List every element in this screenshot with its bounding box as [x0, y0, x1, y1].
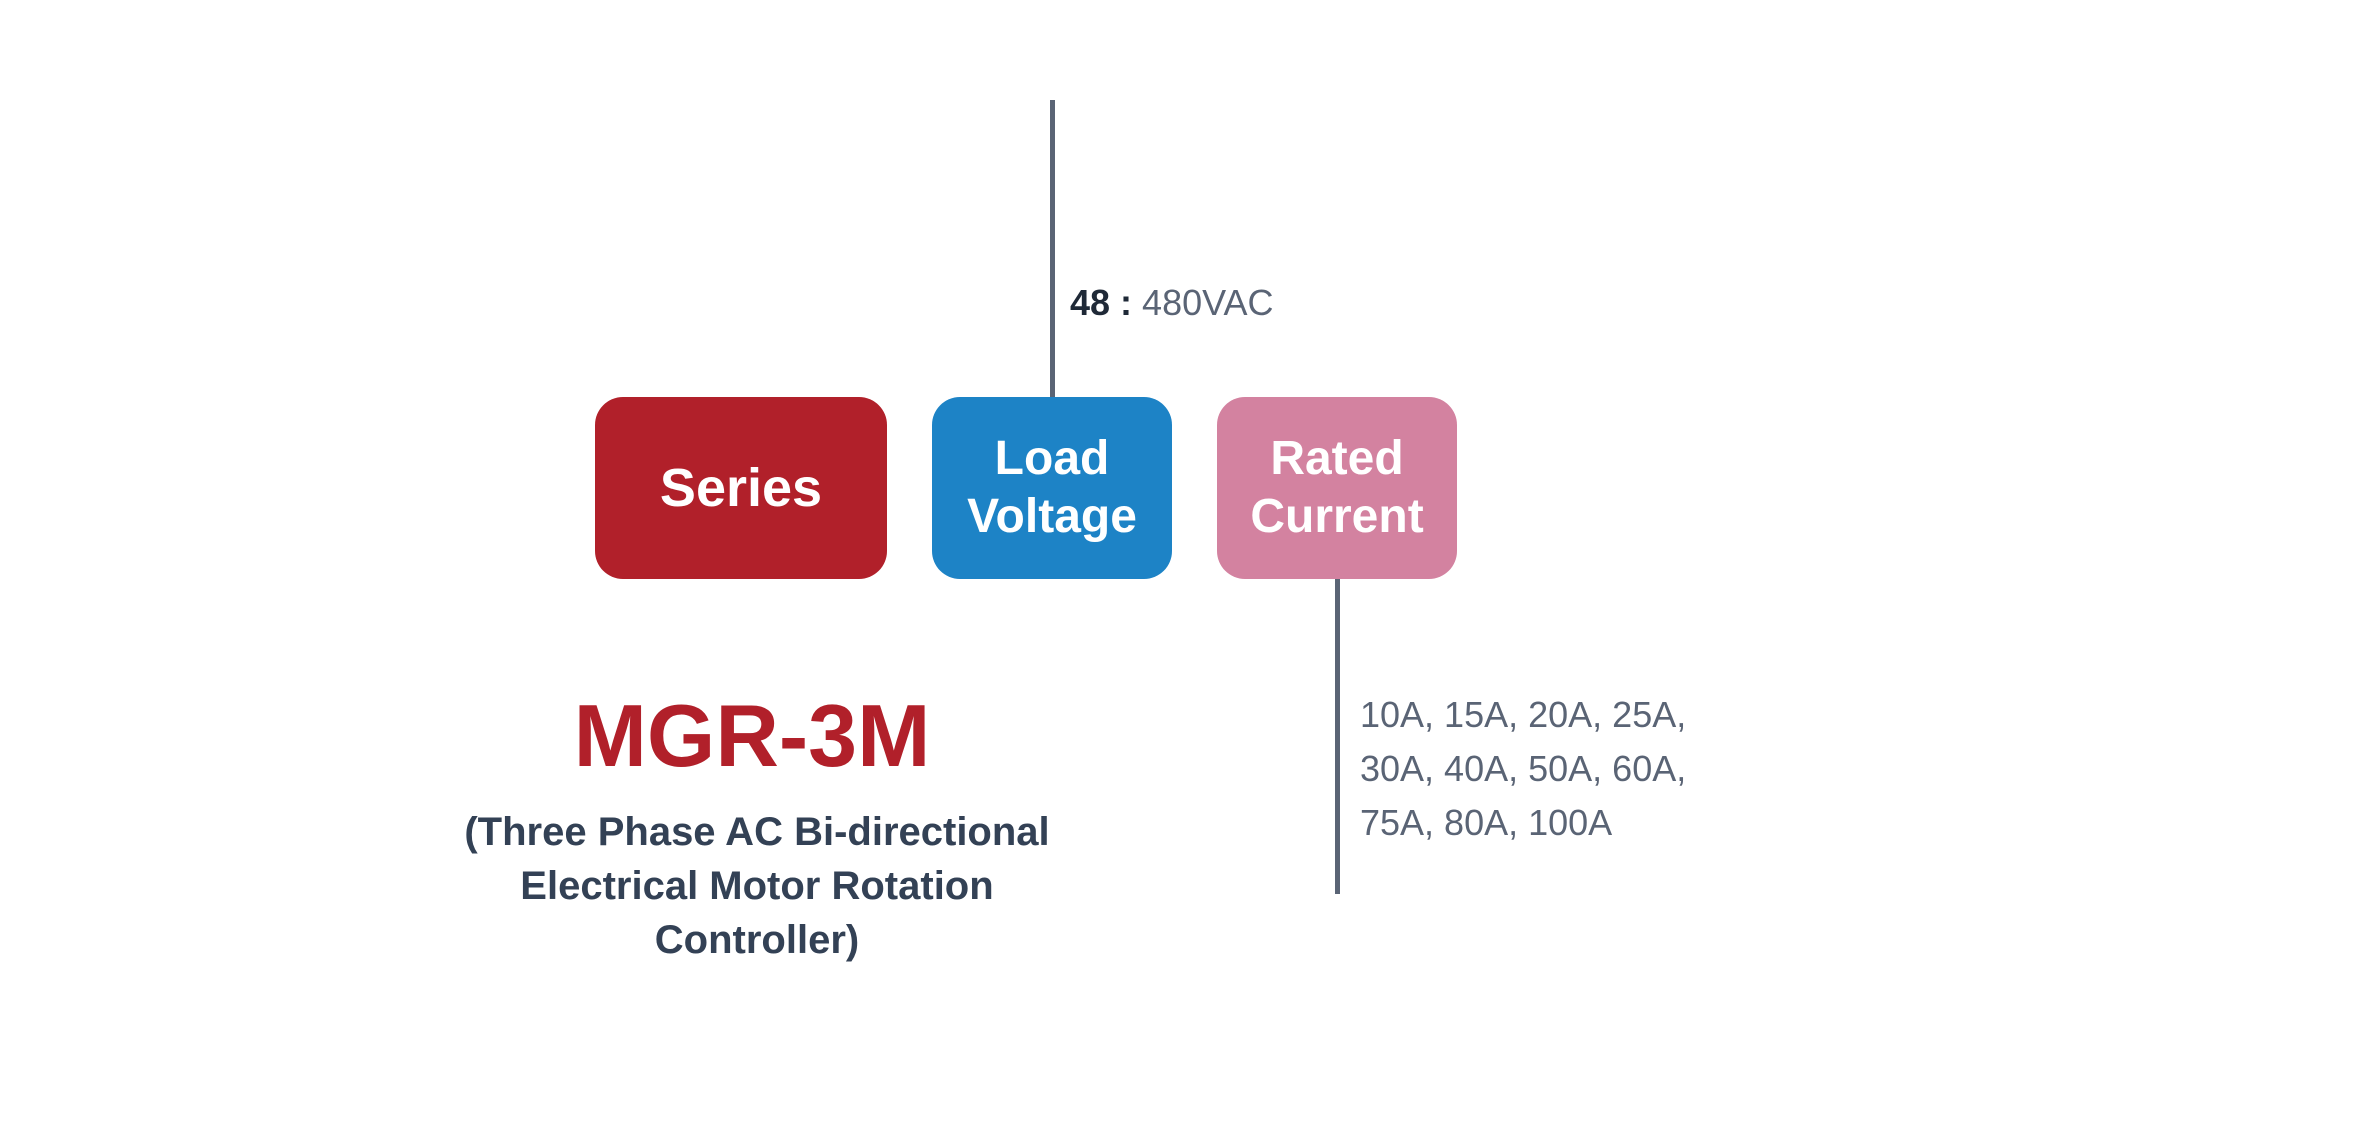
series-subtitle-line2: Electrical Motor Rotation: [447, 859, 1067, 913]
series-model-title: MGR-3M: [537, 685, 967, 787]
current-list-line3: 75A, 80A, 100A: [1360, 796, 1686, 850]
current-connector-line: [1335, 579, 1340, 894]
current-list-line2: 30A, 40A, 50A, 60A,: [1360, 742, 1686, 796]
voltage-box-label-line2: Voltage: [967, 488, 1137, 546]
series-box-label: Series: [660, 456, 822, 521]
voltage-separator: :: [1110, 282, 1142, 323]
current-box-label-line1: Rated: [1250, 430, 1423, 488]
series-subtitle-line1: (Three Phase AC Bi-directional: [447, 805, 1067, 859]
series-model-subtitle: (Three Phase AC Bi-directional Electrica…: [447, 805, 1067, 967]
series-box: Series: [595, 397, 887, 579]
current-box: Rated Current: [1217, 397, 1457, 579]
product-code-diagram: 48 : 480VAC Series Load Voltage Rated Cu…: [0, 0, 2370, 1135]
voltage-code: 48: [1070, 282, 1110, 323]
current-list-line1: 10A, 15A, 20A, 25A,: [1360, 688, 1686, 742]
voltage-box-label-line1: Load: [967, 430, 1137, 488]
current-values-list: 10A, 15A, 20A, 25A, 30A, 40A, 50A, 60A, …: [1360, 688, 1686, 850]
current-box-label-line2: Current: [1250, 488, 1423, 546]
voltage-connector-line: [1050, 100, 1055, 397]
voltage-value: 480VAC: [1142, 282, 1273, 323]
voltage-code-label: 48 : 480VAC: [1070, 282, 1273, 324]
series-subtitle-line3: Controller): [447, 913, 1067, 967]
voltage-box: Load Voltage: [932, 397, 1172, 579]
